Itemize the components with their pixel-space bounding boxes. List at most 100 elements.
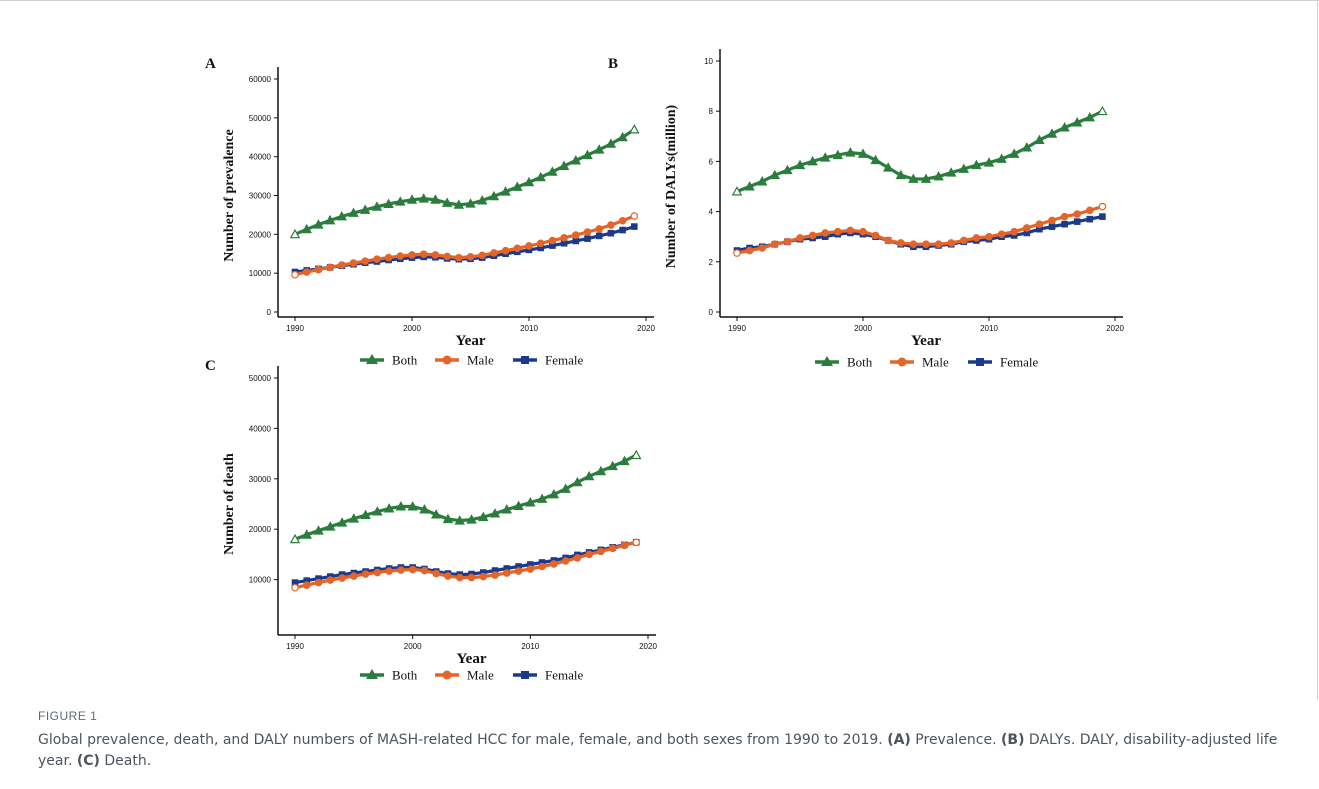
data-point	[1086, 206, 1094, 215]
data-point	[289, 533, 301, 544]
data-point	[808, 231, 817, 240]
data-point	[1084, 112, 1096, 122]
data-point	[336, 517, 348, 527]
data-point	[467, 573, 476, 582]
data-point	[465, 198, 476, 208]
y-tick-label: 30000	[249, 475, 272, 484]
data-point	[525, 497, 536, 507]
data-point	[337, 261, 346, 269]
data-point	[857, 148, 869, 158]
data-point	[548, 236, 557, 245]
data-point	[430, 194, 441, 204]
data-point	[1073, 218, 1081, 225]
data-point	[491, 571, 499, 579]
legend-marker-triangle	[366, 354, 378, 364]
data-point	[1086, 215, 1094, 223]
data-point	[454, 253, 463, 262]
legend-marker-square	[976, 358, 984, 366]
data-point	[582, 149, 593, 160]
data-point	[595, 232, 603, 240]
data-point	[1060, 212, 1069, 221]
series-both	[289, 449, 642, 544]
caption-panel-ref: (B)	[1001, 732, 1025, 748]
data-point	[326, 263, 334, 272]
data-point	[325, 521, 336, 531]
legend-label-male: Male	[467, 353, 494, 368]
data-point	[572, 476, 583, 487]
y-tick-label: 0	[267, 308, 272, 317]
data-point	[1035, 220, 1044, 228]
data-point	[1010, 227, 1019, 236]
x-tick-label: 2000	[854, 324, 872, 333]
caption-panel-ref: (A)	[887, 732, 911, 748]
data-point	[870, 154, 881, 165]
data-point	[985, 232, 993, 241]
data-point	[406, 194, 418, 204]
data-point	[560, 483, 571, 493]
data-point	[324, 214, 336, 225]
data-point	[385, 567, 393, 575]
data-point	[570, 155, 582, 165]
data-point	[1046, 128, 1058, 138]
data-point	[933, 171, 944, 181]
data-point	[500, 186, 511, 196]
data-point	[821, 229, 830, 237]
data-point	[971, 159, 982, 170]
data-point	[958, 163, 970, 173]
data-point	[301, 223, 312, 234]
data-point	[397, 566, 405, 574]
data-point	[383, 198, 394, 209]
data-point	[972, 234, 981, 242]
data-point	[359, 204, 371, 214]
figure-label: FIGURE 1	[38, 709, 98, 723]
data-point	[489, 508, 501, 518]
data-point	[535, 171, 546, 182]
legend-label-both: Both	[847, 355, 873, 370]
data-point	[846, 226, 855, 235]
data-point	[538, 562, 546, 571]
legend-marker-triangle	[366, 669, 378, 679]
data-point	[490, 249, 498, 257]
data-point	[595, 465, 607, 476]
data-point	[607, 229, 615, 237]
data-point	[476, 195, 488, 205]
data-point	[607, 221, 615, 229]
data-point	[871, 231, 880, 240]
x-tick-label: 2010	[521, 642, 539, 651]
data-point	[454, 515, 465, 525]
data-point	[443, 252, 451, 261]
y-axis-title: Number of death	[222, 453, 237, 555]
data-point	[453, 199, 465, 209]
y-tick-label: 20000	[249, 230, 272, 239]
data-point	[794, 159, 806, 170]
data-point	[619, 455, 630, 466]
legend-marker-square	[521, 356, 529, 364]
data-point	[419, 250, 428, 258]
data-point	[819, 152, 831, 162]
legend-label-female: Female	[545, 353, 583, 368]
caption-text: Prevalence.	[910, 732, 1002, 748]
data-point	[632, 538, 641, 547]
data-point	[945, 167, 957, 177]
data-point	[1071, 117, 1083, 127]
chart-panel-a: A 0 10000 20000 30000 40000 50000 60000 1990 2000…	[205, 56, 655, 368]
data-point	[336, 211, 348, 221]
y-tick-label: 50000	[249, 374, 272, 383]
data-point	[523, 176, 535, 187]
data-point	[548, 488, 560, 499]
legend-label-female: Female	[545, 668, 583, 683]
data-point	[547, 166, 558, 176]
data-point	[770, 240, 779, 249]
panel-label: C	[205, 358, 216, 374]
y-tick-label: 60000	[249, 75, 272, 84]
data-point	[947, 239, 956, 247]
x-axis-title: Year	[457, 651, 487, 667]
y-tick-label: 2	[709, 258, 714, 267]
data-point	[488, 190, 500, 201]
data-point	[478, 251, 487, 260]
series-line-male	[294, 214, 635, 277]
x-axis-title: Year	[911, 333, 941, 349]
data-point	[593, 144, 605, 154]
x-tick-label: 2000	[403, 324, 421, 333]
